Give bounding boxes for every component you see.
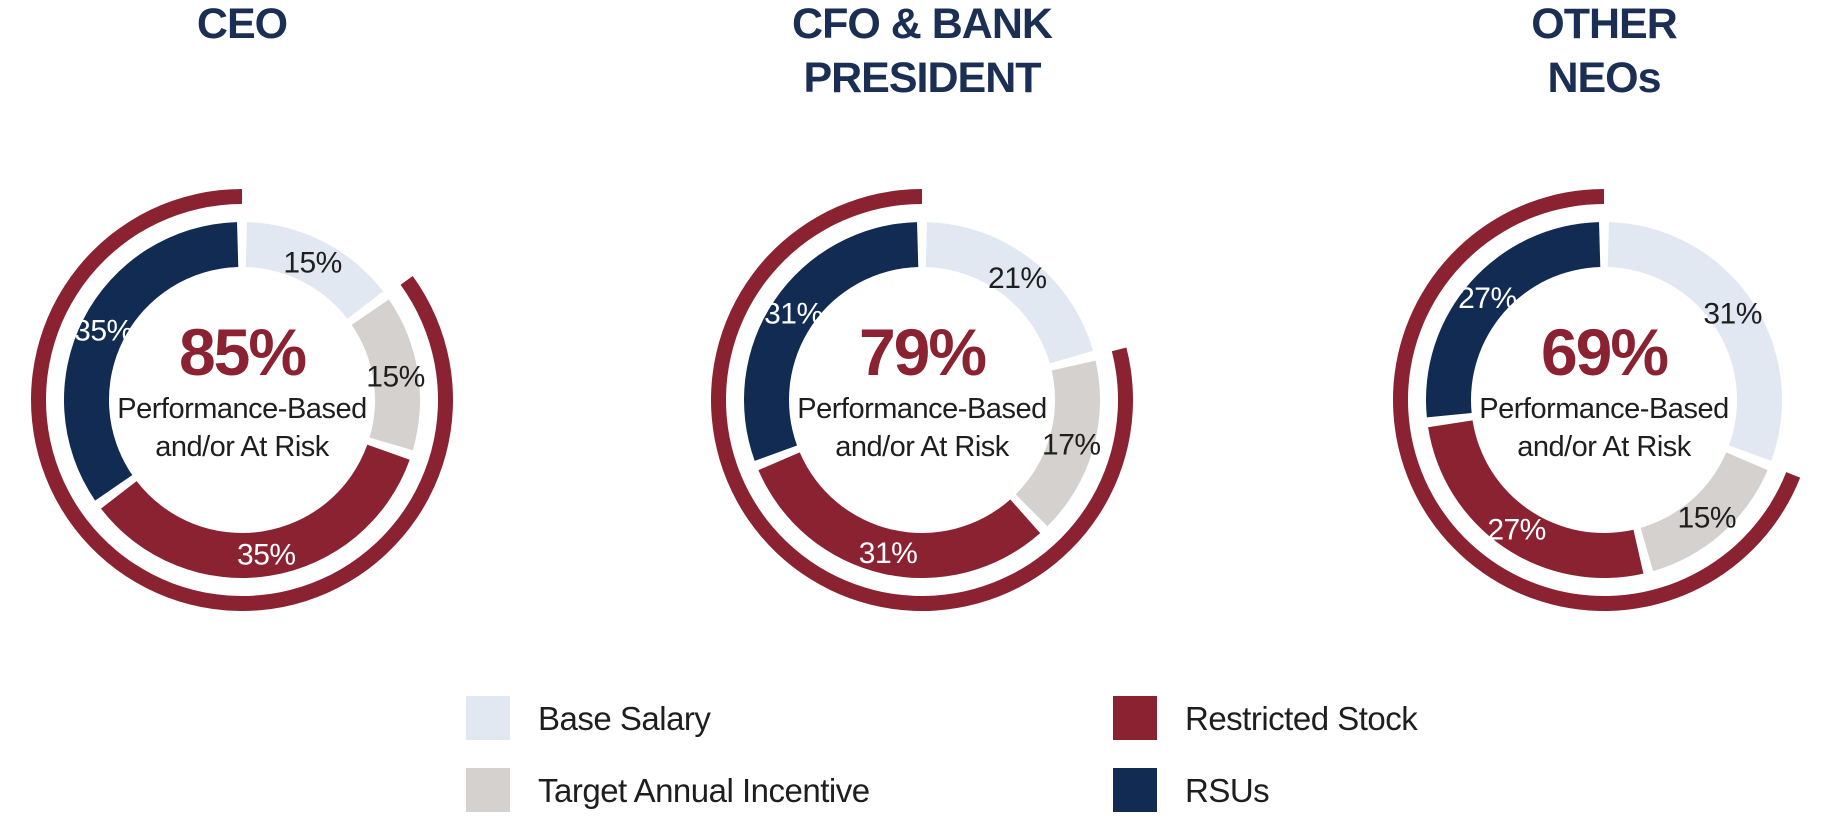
center-label: and/or At Risk [835,431,1010,463]
legend-item: RSUs [1113,768,1270,812]
center-label: and/or At Risk [1517,431,1692,463]
legend-item: Restricted Stock [1113,696,1419,740]
center-label: and/or At Risk [155,431,330,463]
chart-title: OTHER [1531,0,1677,48]
segment-label: 27% [1458,282,1517,315]
segment-label: 31% [1703,298,1762,331]
segment-base-salary [245,222,384,319]
center-label: Performance-Based [117,393,366,425]
chart-title: PRESIDENT [803,54,1041,102]
chart-title: CFO & BANK [792,0,1053,48]
segment-label: 15% [366,361,425,394]
segment-target-annual-incentive [351,299,420,451]
center-percentage: 85% [179,315,305,389]
segment-base-salary [1607,222,1782,461]
center-percentage: 79% [859,315,985,389]
chart-title: CEO [197,0,287,48]
legend-swatch [466,768,510,812]
segment-rsus [1426,222,1601,418]
legend-item: Target Annual Incentive [466,768,870,812]
center-percentage: 69% [1541,315,1667,389]
legend-item: Base Salary [466,696,712,740]
legend: Base Salary Target Annual Incentive Restri… [466,696,1419,812]
segment-label: 15% [283,246,342,279]
segment-label: 31% [859,537,918,570]
center-label: Performance-Based [797,393,1046,425]
legend-swatch [1113,768,1157,812]
donut-charts: CEO 15% 15% 35% 35% 85% Performance-Based and/o… [30,0,1801,611]
segment-label: 27% [1487,514,1546,547]
chart-title: NEOs [1547,54,1660,102]
segment-label: 17% [1042,428,1101,461]
segment-label: 35% [74,314,133,347]
donut-chart: CFO & BANK PRESIDENT 21% 17% 31% 31% 79% Perfor… [711,0,1134,611]
donut-chart: OTHER NEOs 31% 15% 27% 27% 69% Performance-Base… [1393,0,1801,611]
segment-label: 35% [237,539,296,572]
legend-swatch [1113,696,1157,740]
segment-restricted-stock [758,452,1041,578]
donut-chart: CEO 15% 15% 35% 35% 85% Performance-Based and/o… [30,0,454,611]
segment-target-annual-incentive [1015,360,1100,527]
segment-restricted-stock [1428,420,1644,579]
segment-label: 21% [988,262,1047,295]
legend-label: RSUs [1185,772,1269,809]
segment-base-salary [925,222,1094,364]
legend-label: Restricted Stock [1185,700,1418,737]
segment-label: 31% [764,298,823,331]
segment-target-annual-incentive [1640,452,1768,572]
center-label: Performance-Based [1479,393,1728,425]
segment-label: 15% [1678,502,1737,535]
legend-label: Base Salary [538,700,711,737]
segment-restricted-stock [100,444,410,578]
legend-label: Target Annual Incentive [538,772,870,809]
segment-rsus [63,222,239,501]
legend-swatch [466,696,510,740]
segment-rsus [744,222,919,461]
